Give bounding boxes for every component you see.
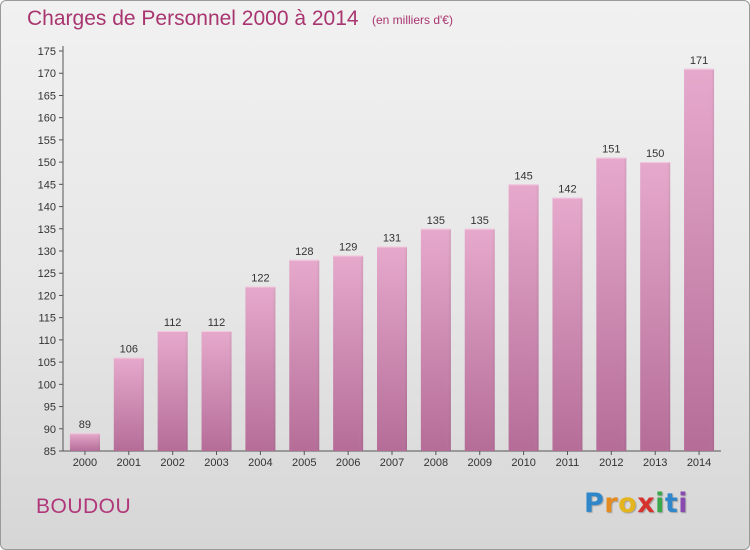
y-tick-label: 145 (38, 179, 56, 191)
y-tick-label: 125 (38, 268, 56, 280)
value-label: 112 (164, 317, 182, 329)
value-label: 112 (208, 317, 226, 329)
x-tick-label: 2003 (204, 457, 228, 469)
bar-shade (157, 331, 188, 451)
y-tick-label: 160 (38, 113, 56, 125)
value-label: 135 (471, 215, 489, 227)
y-tick-label: 100 (38, 379, 56, 391)
value-label: 135 (427, 215, 445, 227)
bar-shade (420, 228, 451, 451)
x-tick-label: 2001 (117, 457, 141, 469)
bar-shade (69, 433, 100, 451)
bars: 89 106 112 112 122 128 129 131 135 135 145 142 151 15… (69, 55, 715, 452)
y-tick-label: 130 (38, 246, 56, 258)
bar-shade (333, 255, 364, 451)
bar-shade (508, 184, 539, 452)
value-label: 171 (690, 55, 708, 67)
value-label: 151 (602, 144, 620, 156)
chart-subtitle: (en milliers d'€) (372, 13, 453, 27)
value-label: 128 (295, 246, 313, 258)
y-tick-label: 110 (38, 335, 56, 347)
x-tick-label: 2013 (643, 457, 667, 469)
x-tick-label: 2009 (467, 457, 491, 469)
value-label: 131 (383, 233, 401, 245)
logo-letter: t (664, 488, 679, 519)
commune-name: BOUDOU (36, 495, 132, 518)
x-tick-label: 2010 (511, 457, 535, 469)
logo-letter: x (637, 488, 656, 519)
value-label: 142 (558, 184, 576, 196)
value-label: 150 (646, 148, 664, 160)
bar-shade (552, 197, 583, 451)
y-tick-label: 85 (44, 446, 56, 458)
x-tick-label: 2008 (424, 457, 448, 469)
logo-letter: P (584, 488, 605, 519)
x-tick-label: 2011 (556, 457, 580, 469)
y-tick-label: 175 (38, 46, 56, 58)
bar-shade (377, 246, 407, 451)
proxiti-logo: Proxiti (584, 488, 688, 519)
x-tick-label: 2007 (380, 457, 404, 469)
bar-shade (464, 228, 495, 451)
bar-shade (640, 162, 671, 451)
y-tick-label: 120 (38, 290, 56, 302)
y-tick-label: 165 (38, 90, 56, 102)
value-label: 145 (514, 170, 532, 182)
y-tick-label: 115 (38, 313, 56, 325)
y-tick-label: 90 (44, 424, 56, 436)
bar-shade (289, 259, 320, 451)
value-label: 89 (79, 419, 91, 431)
y-tick-label: 95 (44, 402, 56, 414)
x-tick-label: 2004 (248, 457, 272, 469)
value-label: 122 (251, 273, 269, 285)
y-tick-label: 150 (38, 157, 56, 169)
x-tick-label: 2005 (292, 457, 316, 469)
y-tick-label: 140 (38, 202, 56, 214)
bar-shade (113, 357, 144, 451)
y-tick-label: 105 (38, 357, 56, 369)
y-tick-label: 155 (38, 135, 56, 147)
x-tick-label: 2002 (160, 457, 184, 469)
bar-shade (596, 157, 627, 451)
value-label: 106 (120, 344, 138, 356)
y-tick-label: 135 (38, 224, 56, 236)
logo-letter: r (604, 488, 619, 519)
bar-shade (245, 286, 276, 451)
logo-letter: i (655, 488, 665, 519)
bar-shade (684, 68, 715, 452)
x-tick-label: 2014 (687, 457, 711, 469)
x-tick-label: 2006 (336, 457, 360, 469)
chart-title: Charges de Personnel 2000 à 2014 (27, 7, 359, 30)
x-tick-label: 2012 (599, 457, 623, 469)
x-tick-label: 2000 (73, 457, 97, 469)
bar-shade (201, 331, 232, 451)
y-tick-label: 170 (38, 68, 56, 80)
logo-letter: o (618, 488, 638, 519)
value-label: 129 (339, 241, 357, 253)
logo-letter: i (678, 488, 689, 519)
